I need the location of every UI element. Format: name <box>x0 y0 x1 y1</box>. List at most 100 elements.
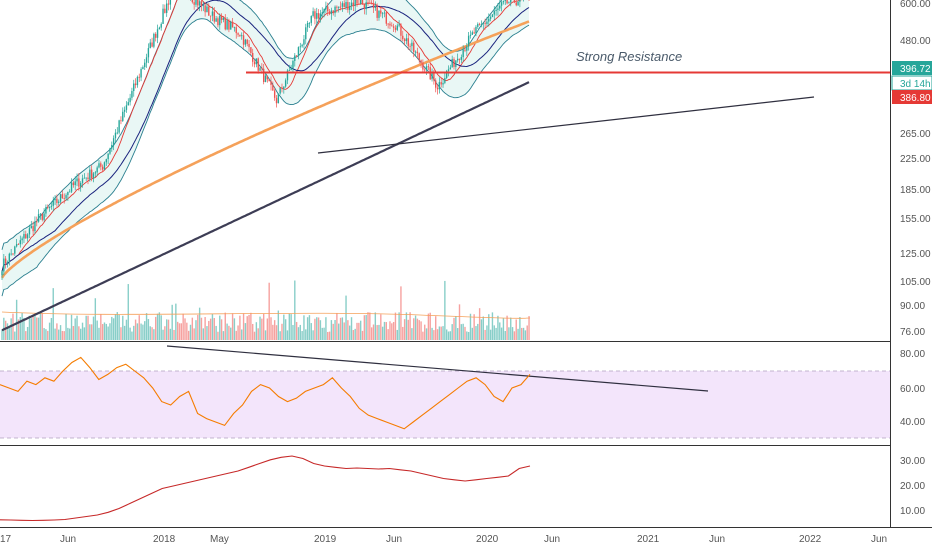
indicator-panel[interactable] <box>0 447 890 527</box>
candle-body <box>372 4 375 8</box>
volume-bar <box>103 322 106 340</box>
candle-body <box>96 167 98 173</box>
candle-body <box>277 93 280 104</box>
volume-bar <box>65 313 67 340</box>
candle-body <box>266 75 269 80</box>
volume-bar <box>400 286 402 340</box>
candle-body <box>489 17 492 19</box>
candle-body <box>120 120 122 122</box>
volume-bar <box>482 316 484 340</box>
candle-body <box>63 198 65 199</box>
volume-bar <box>341 317 344 340</box>
volume-bar <box>248 314 250 340</box>
volume-bar <box>310 323 312 340</box>
volume-bar <box>89 324 91 340</box>
candle-body <box>70 182 73 192</box>
volume-bar <box>521 327 523 340</box>
price-axis[interactable]: 600.00 480.00 265.00 225.00 185.00 155.0… <box>900 0 931 338</box>
rsi-line <box>0 356 531 430</box>
volume-bar <box>160 315 162 340</box>
candle-body <box>52 200 54 206</box>
volume-bar <box>246 316 248 340</box>
candle-body <box>125 105 128 110</box>
candle-body <box>504 0 506 1</box>
volume-bar <box>524 330 527 340</box>
volume-bar <box>131 331 133 340</box>
candle-body <box>345 2 347 8</box>
candle-body <box>23 234 25 239</box>
candle-body <box>118 120 120 133</box>
candle-body <box>158 27 161 30</box>
candle-body <box>495 9 497 11</box>
volume-bar <box>277 310 280 340</box>
volume-bar <box>169 328 172 340</box>
candle-body <box>127 102 129 106</box>
volume-bar <box>72 326 75 340</box>
volume-bar <box>78 326 80 340</box>
strong-resistance-annotation: Strong Resistance <box>576 49 682 64</box>
candle-body <box>488 18 490 22</box>
volume-bar <box>347 320 349 340</box>
volume-bar <box>381 326 384 340</box>
candle-body <box>142 67 144 69</box>
candle-body <box>456 58 459 61</box>
volume-bar <box>193 328 195 340</box>
volume-bar <box>118 314 120 340</box>
volume-bar <box>1 329 3 340</box>
candle-body <box>237 33 239 35</box>
time-tick-label: 2018 <box>153 534 176 545</box>
candle-body <box>101 166 104 170</box>
volume-bar <box>416 318 419 340</box>
volume-bar <box>182 313 184 340</box>
ma-mid <box>1 0 530 272</box>
volume-bar <box>48 322 51 340</box>
candle-body <box>36 221 38 223</box>
volume-bar <box>162 329 164 340</box>
volume-bar <box>32 315 34 340</box>
volume-bar <box>424 324 426 340</box>
volume-bar <box>279 331 281 340</box>
volume-bar <box>26 326 29 340</box>
candle-body <box>45 207 47 214</box>
time-tick-label: May <box>210 534 229 545</box>
volume-bar <box>166 319 168 340</box>
volume-bar <box>286 330 289 340</box>
candle-body <box>295 55 298 57</box>
candle-body <box>411 42 413 47</box>
volume-bar <box>76 315 78 340</box>
candle-body <box>451 59 453 68</box>
candle-body <box>435 80 437 88</box>
drawings[interactable] <box>0 0 890 392</box>
candle-body <box>275 97 278 104</box>
candle-body <box>257 58 259 71</box>
candle-body <box>471 32 474 35</box>
candle-body <box>297 47 300 56</box>
volume-bar <box>257 328 259 340</box>
rsi-axis[interactable]: 80.00 60.00 40.00 <box>900 349 925 428</box>
candle-body <box>288 70 291 71</box>
candlesticks[interactable] <box>1 0 530 281</box>
volume-bar <box>85 315 87 340</box>
volume-bar <box>67 327 69 340</box>
candle-body <box>228 20 230 30</box>
volume-bar <box>493 325 495 340</box>
candle-body <box>261 67 263 69</box>
candle-body <box>464 49 466 51</box>
candle-body <box>145 57 148 63</box>
volume-bar <box>288 313 291 340</box>
volume-bar <box>484 329 486 340</box>
indicator-axis[interactable]: 30.00 20.00 10.00 <box>900 456 925 517</box>
price-tick-label: 600.00 <box>900 0 931 10</box>
candle-body <box>305 27 307 40</box>
candle-body <box>341 3 344 7</box>
volume-bar <box>228 325 230 340</box>
candle-body <box>156 29 159 38</box>
time-axis[interactable]: 17 Jun 2018 May 2019 Jun 2020 Jun 2021 J… <box>0 534 887 545</box>
candle-body <box>14 246 16 254</box>
volume-bar <box>367 312 369 340</box>
volume-bar <box>47 330 49 340</box>
volume-bar <box>519 317 521 340</box>
volume-bar <box>109 323 111 340</box>
candle-body <box>162 8 164 24</box>
